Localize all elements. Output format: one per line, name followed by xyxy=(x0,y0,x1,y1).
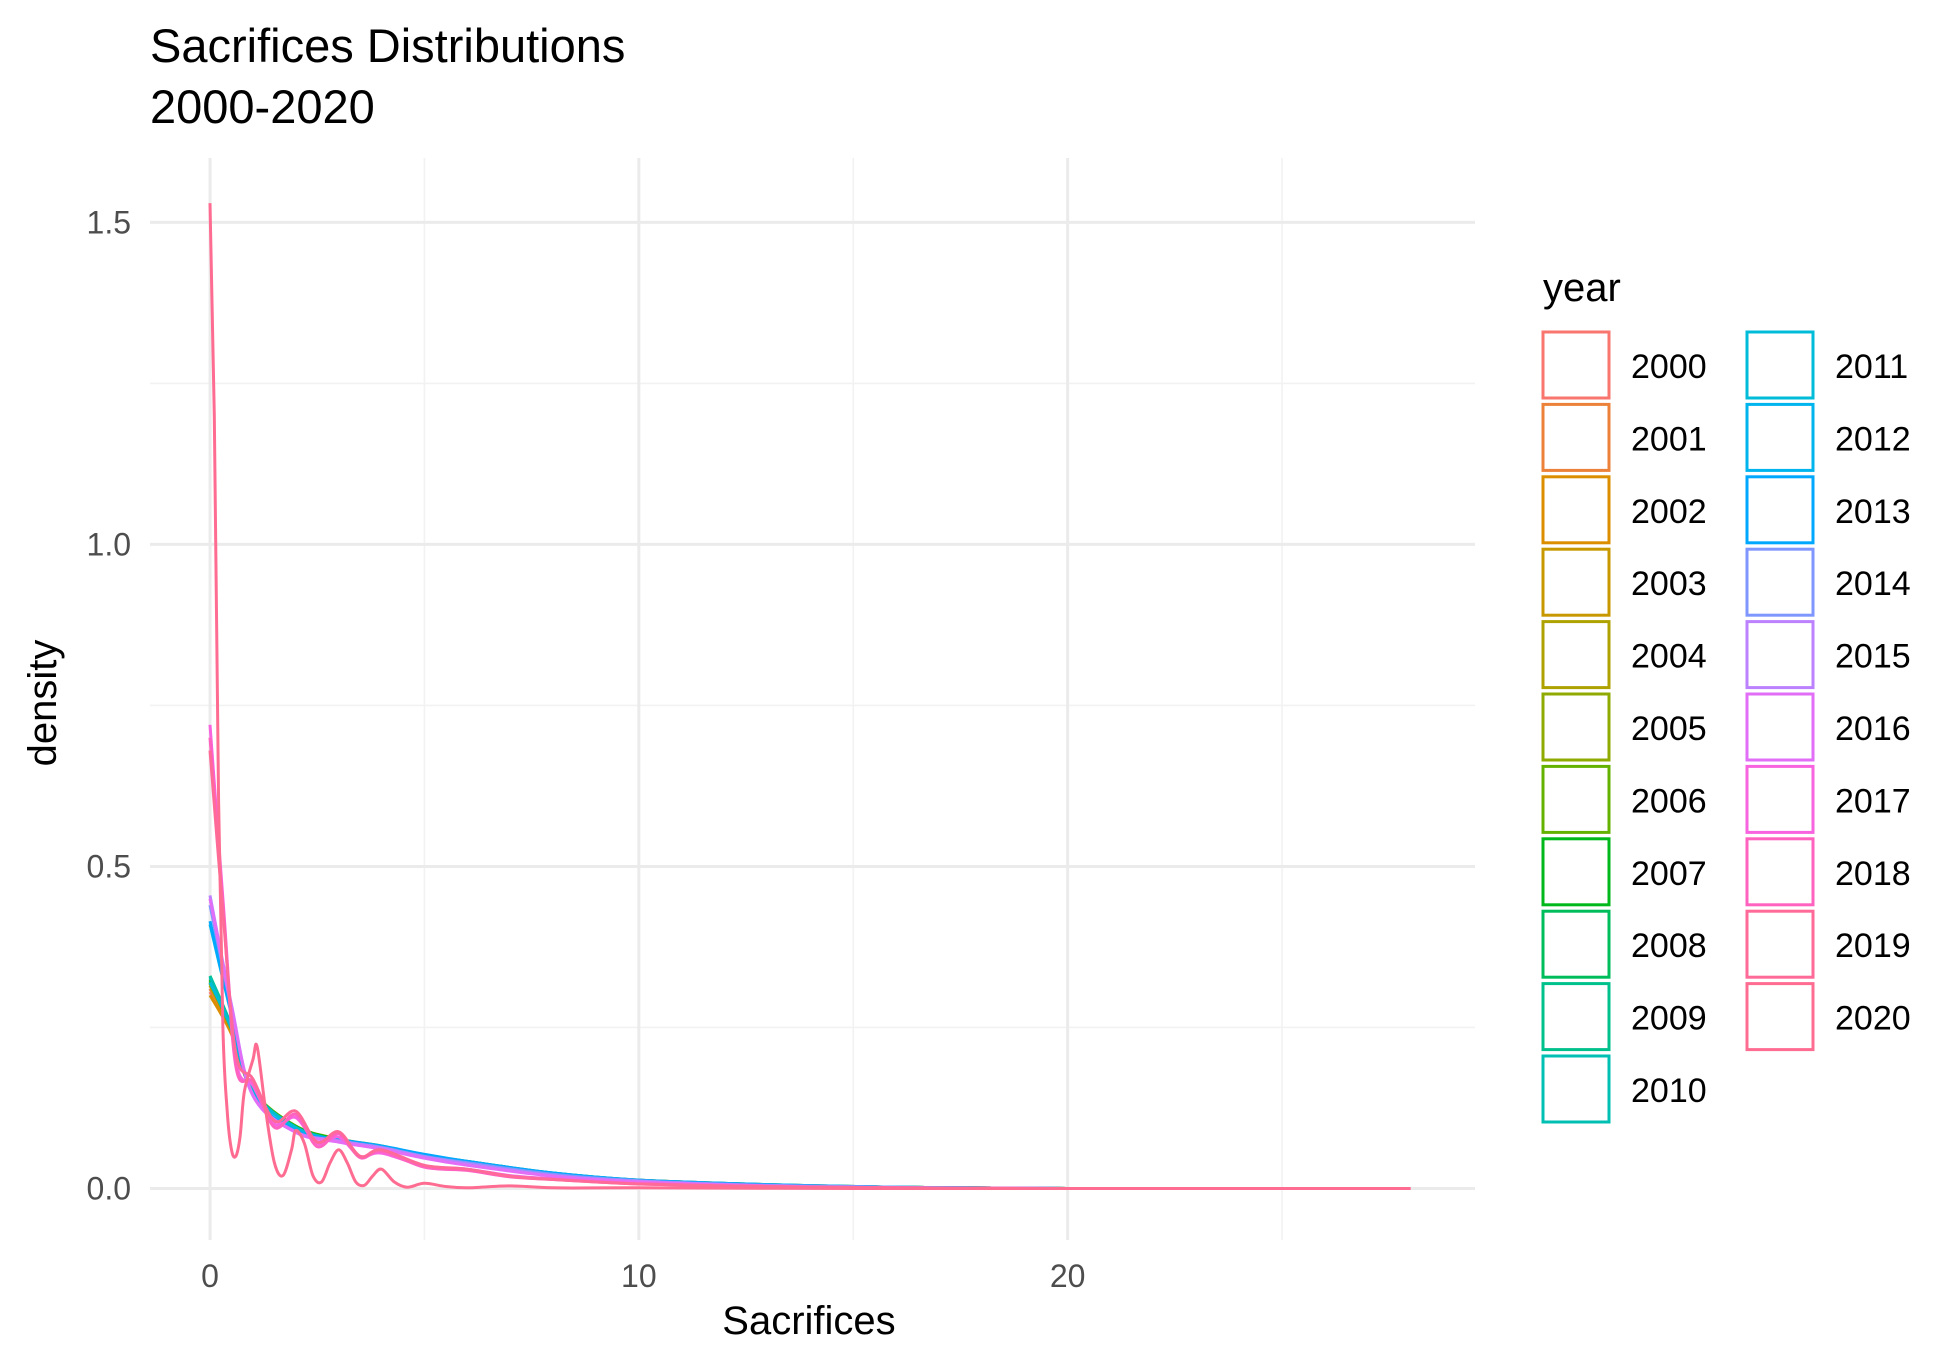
series-line-2019 xyxy=(208,750,1068,1190)
x-tick-label: 20 xyxy=(1050,1258,1086,1294)
legend-label-2000: 2000 xyxy=(1631,348,1707,386)
legend-key-2011 xyxy=(1745,330,1815,400)
legend-key-2017 xyxy=(1745,764,1815,834)
legend-key-2010 xyxy=(1541,1054,1611,1124)
legend-label-2005: 2005 xyxy=(1631,710,1707,748)
legend-key-2005 xyxy=(1541,692,1611,762)
legend-label-2019: 2019 xyxy=(1835,927,1911,965)
legend-label-2008: 2008 xyxy=(1631,927,1707,965)
legend-key-2004 xyxy=(1541,620,1611,690)
legend-title: year xyxy=(1543,266,1621,310)
legend-key-2020 xyxy=(1745,982,1815,1052)
legend-key-2009 xyxy=(1541,982,1611,1052)
legend-label-2011: 2011 xyxy=(1835,348,1908,386)
legend-label-2002: 2002 xyxy=(1631,493,1707,531)
legend-key-2016 xyxy=(1745,692,1815,762)
series-lines xyxy=(208,203,1411,1191)
legend-label-2015: 2015 xyxy=(1835,638,1911,676)
legend-key-2013 xyxy=(1745,475,1815,545)
legend: 2000 2001 2002 2003 2004 2005 2006 2007 2008 2009… xyxy=(1541,330,1911,1124)
legend-label-2007: 2007 xyxy=(1631,855,1707,893)
y-tick-label: 1.0 xyxy=(87,526,131,562)
chart-subtitle: 2000-2020 xyxy=(150,80,375,133)
legend-label-2010: 2010 xyxy=(1631,1072,1707,1110)
legend-key-2015 xyxy=(1745,620,1815,690)
legend-key-2018 xyxy=(1745,837,1815,907)
y-tick-labels: 0.0 0.5 1.0 1.5 xyxy=(87,204,131,1206)
legend-key-2000 xyxy=(1541,330,1611,400)
y-tick-label: 0.0 xyxy=(87,1170,131,1206)
legend-key-2002 xyxy=(1541,475,1611,545)
x-tick-labels: 0 10 20 xyxy=(201,1258,1085,1294)
legend-key-2001 xyxy=(1541,402,1611,472)
x-tick-label: 10 xyxy=(621,1258,657,1294)
legend-label-2020: 2020 xyxy=(1835,1000,1911,1038)
legend-label-2013: 2013 xyxy=(1835,493,1911,531)
legend-label-2016: 2016 xyxy=(1835,710,1911,748)
series-line-2020 xyxy=(208,203,1411,1191)
legend-label-2009: 2009 xyxy=(1631,1000,1707,1038)
legend-key-2014 xyxy=(1745,547,1815,617)
legend-label-2014: 2014 xyxy=(1835,565,1911,603)
chart-title: Sacrifices Distributions xyxy=(150,19,625,72)
legend-label-2004: 2004 xyxy=(1631,638,1707,676)
legend-key-2003 xyxy=(1541,547,1611,617)
y-axis-title: density xyxy=(21,640,65,767)
legend-key-2007 xyxy=(1541,837,1611,907)
legend-key-2019 xyxy=(1745,909,1815,979)
legend-label-2006: 2006 xyxy=(1631,782,1707,820)
legend-label-2018: 2018 xyxy=(1835,855,1911,893)
y-tick-label: 0.5 xyxy=(87,848,131,884)
legend-key-2008 xyxy=(1541,909,1611,979)
legend-label-2003: 2003 xyxy=(1631,565,1707,603)
x-axis-title: Sacrifices xyxy=(722,1299,895,1343)
legend-label-2012: 2012 xyxy=(1835,420,1911,458)
legend-label-2001: 2001 xyxy=(1631,420,1707,458)
y-tick-label: 1.5 xyxy=(87,204,131,240)
legend-key-2006 xyxy=(1541,764,1611,834)
legend-key-2012 xyxy=(1745,402,1815,472)
x-tick-label: 0 xyxy=(201,1258,219,1294)
legend-label-2017: 2017 xyxy=(1835,782,1911,820)
grid xyxy=(150,158,1475,1240)
